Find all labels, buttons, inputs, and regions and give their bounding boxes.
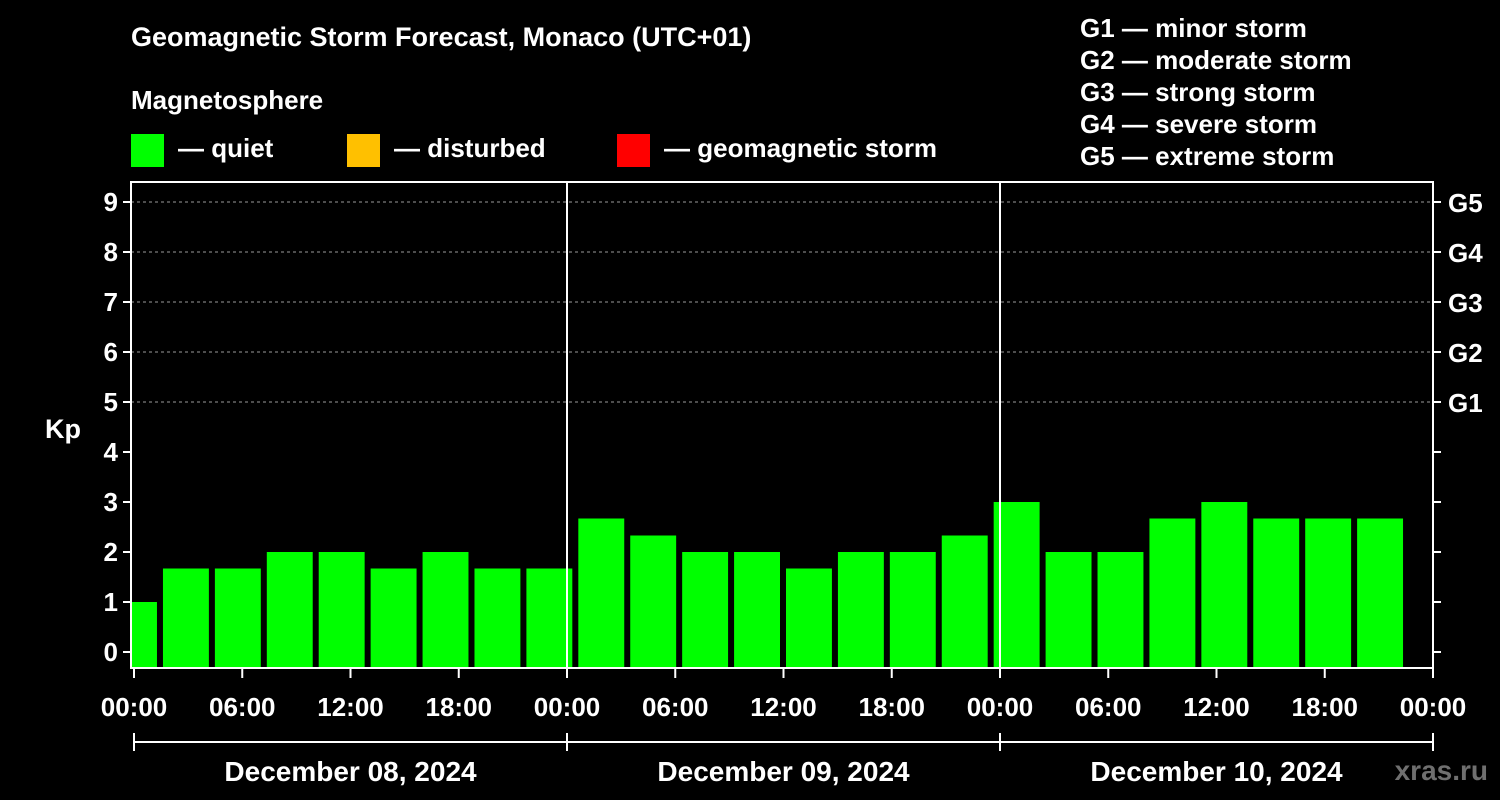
legend-label-storm: — geomagnetic storm — [664, 133, 938, 163]
kp-bar — [162, 568, 209, 668]
day-label: December 10, 2024 — [1090, 756, 1343, 787]
y-tick-label: 1 — [104, 587, 118, 617]
y-axis-label: Kp — [45, 414, 81, 444]
x-tick-label: 00:00 — [101, 692, 168, 722]
kp-bar — [630, 535, 677, 668]
y-tick-label: 2 — [104, 537, 118, 567]
kp-bar — [993, 502, 1040, 668]
bar-group — [132, 502, 1404, 668]
storm-scale-g3: G3 — strong storm — [1080, 77, 1316, 107]
y-tick-label: 4 — [104, 437, 119, 467]
kp-bar — [837, 552, 884, 668]
plot-frame — [130, 181, 1434, 669]
x-tick-label: 00:00 — [1400, 692, 1467, 722]
legend-label-disturbed: — disturbed — [394, 133, 546, 163]
x-tick-label: 18:00 — [1292, 692, 1359, 722]
x-tick-label: 12:00 — [1183, 692, 1250, 722]
storm-level-label: G2 — [1448, 338, 1483, 368]
kp-bar — [1149, 518, 1196, 668]
storm-level-label: G4 — [1448, 238, 1483, 268]
x-tick-label: 06:00 — [209, 692, 276, 722]
storm-scale-list: G1 — minor storm G2 — moderate storm G3 … — [1080, 12, 1352, 172]
kp-bar — [941, 535, 988, 668]
kp-bar — [734, 552, 780, 668]
storm-scale-g5: G5 — extreme storm — [1080, 141, 1335, 171]
kp-bar — [318, 552, 365, 668]
legend-swatch-disturbed — [347, 134, 380, 167]
kp-bar — [889, 552, 936, 668]
kp-bar — [266, 552, 313, 668]
storm-scale-g1: G1 — minor storm — [1080, 13, 1307, 43]
x-tick-label: 12:00 — [750, 692, 817, 722]
x-tick-label: 06:00 — [642, 692, 709, 722]
storm-scale-g4: G4 — severe storm — [1080, 109, 1318, 139]
x-tick-label: 00:00 — [967, 692, 1034, 722]
kp-bar — [1357, 518, 1404, 668]
y-tick-label: 5 — [104, 387, 118, 417]
kp-bar — [526, 568, 573, 668]
kp-bar — [422, 552, 469, 668]
kp-bar — [214, 568, 261, 668]
x-tick-label: 18:00 — [426, 692, 493, 722]
chart-title: Geomagnetic Storm Forecast, Monaco (UTC+… — [131, 22, 752, 52]
storm-scale-g2: G2 — moderate storm — [1080, 45, 1352, 75]
y-tick-label: 6 — [104, 337, 118, 367]
x-tick-label: 12:00 — [317, 692, 384, 722]
x-tick-label: 18:00 — [859, 692, 926, 722]
kp-bar — [1201, 502, 1248, 668]
x-tick-label: 00:00 — [534, 692, 601, 722]
legend-label-quiet: — quiet — [178, 133, 274, 163]
y-tick-label: 0 — [104, 637, 118, 667]
kp-bar — [1045, 552, 1092, 668]
brand-watermark: xras.ru — [1394, 755, 1488, 786]
kp-bar — [1097, 552, 1144, 668]
kp-bar — [682, 552, 729, 668]
storm-level-label: G1 — [1448, 388, 1483, 418]
kp-bar — [1253, 518, 1300, 668]
y-tick-label: 9 — [104, 187, 118, 217]
kp-bar — [786, 568, 832, 668]
y-tick-label: 7 — [104, 287, 118, 317]
storm-level-label: G3 — [1448, 288, 1483, 318]
legend-swatch-storm — [617, 134, 650, 167]
y-tick-label: 8 — [104, 237, 118, 267]
day-label: December 09, 2024 — [657, 756, 910, 787]
storm-level-label: G5 — [1448, 188, 1483, 218]
legend-title: Magnetosphere — [131, 85, 324, 115]
kp-bar — [578, 518, 625, 668]
kp-bar — [132, 602, 157, 668]
y-tick-label: 3 — [104, 487, 118, 517]
legend-swatch-quiet — [131, 134, 164, 167]
x-tick-label: 06:00 — [1075, 692, 1142, 722]
kp-bar — [474, 568, 521, 668]
kp-bar — [1305, 518, 1352, 668]
kp-bar — [370, 568, 417, 668]
day-label: December 08, 2024 — [224, 756, 477, 787]
